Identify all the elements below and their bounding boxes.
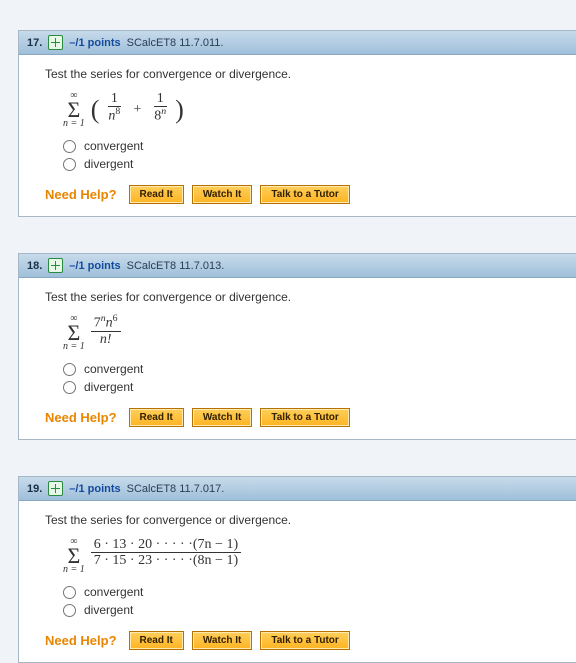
right-paren: ) — [175, 97, 184, 123]
need-help-label: Need Help? — [45, 187, 117, 202]
watch-it-button[interactable]: Watch It — [192, 408, 253, 427]
radio-divergent[interactable] — [63, 158, 76, 171]
talk-tutor-button[interactable]: Talk to a Tutor — [260, 185, 349, 204]
radio-divergent[interactable] — [63, 381, 76, 394]
read-it-button[interactable]: Read It — [129, 631, 184, 650]
question-header: 17. –/1 points SCalcET8 11.7.011. — [19, 31, 576, 55]
question-number: 17. — [27, 37, 42, 49]
need-help-label: Need Help? — [45, 633, 117, 648]
choice-divergent[interactable]: divergent — [45, 380, 560, 394]
watch-it-button[interactable]: Watch It — [192, 185, 253, 204]
sigma-lower: n = 1 — [63, 119, 85, 129]
sigma-icon: Σ — [67, 547, 80, 565]
read-it-button[interactable]: Read It — [129, 185, 184, 204]
sigma-icon: Σ — [67, 324, 80, 342]
points-label: –/1 points — [69, 483, 120, 495]
question-source: SCalcET8 11.7.013. — [127, 260, 225, 272]
watch-it-button[interactable]: Watch It — [192, 631, 253, 650]
talk-tutor-button[interactable]: Talk to a Tutor — [260, 631, 349, 650]
choice-label: divergent — [84, 380, 133, 394]
talk-tutor-button[interactable]: Talk to a Tutor — [260, 408, 349, 427]
question-number: 19. — [27, 483, 42, 495]
question-number: 18. — [27, 260, 42, 272]
choice-label: convergent — [84, 362, 143, 376]
question-18: 18. –/1 points SCalcET8 11.7.013. Test t… — [18, 253, 576, 440]
choice-divergent[interactable]: divergent — [45, 157, 560, 171]
radio-convergent[interactable] — [63, 140, 76, 153]
question-prompt: Test the series for convergence or diver… — [45, 513, 560, 527]
question-header: 18. –/1 points SCalcET8 11.7.013. — [19, 254, 576, 278]
radio-divergent[interactable] — [63, 604, 76, 617]
fraction-1: 1 n8 — [105, 91, 123, 124]
question-source: SCalcET8 11.7.017. — [127, 483, 225, 495]
fraction-2: 1 8n — [151, 91, 169, 124]
points-label: –/1 points — [69, 37, 120, 49]
read-it-button[interactable]: Read It — [129, 408, 184, 427]
question-source: SCalcET8 11.7.011. — [127, 37, 224, 49]
choice-label: divergent — [84, 157, 133, 171]
radio-convergent[interactable] — [63, 586, 76, 599]
choice-label: convergent — [84, 139, 143, 153]
choice-convergent[interactable]: convergent — [45, 139, 560, 153]
sigma-lower: n = 1 — [63, 565, 85, 575]
choice-label: convergent — [84, 585, 143, 599]
left-paren: ( — [91, 97, 100, 123]
radio-convergent[interactable] — [63, 363, 76, 376]
need-help-label: Need Help? — [45, 410, 117, 425]
fraction: 7nn6 n! — [91, 314, 121, 347]
expand-icon[interactable] — [48, 258, 63, 273]
sigma-lower: n = 1 — [63, 342, 85, 352]
series-formula: ∞ Σ n = 1 ( 1 n8 + 1 8n ) — [63, 91, 560, 129]
help-row: Need Help? Read It Watch It Talk to a Tu… — [45, 185, 560, 204]
choice-convergent[interactable]: convergent — [45, 585, 560, 599]
expand-icon[interactable] — [48, 35, 63, 50]
question-header: 19. –/1 points SCalcET8 11.7.017. — [19, 477, 576, 501]
series-formula: ∞ Σ n = 1 6 · 13 · 20 · · · · ·(7n − 1) … — [63, 537, 560, 575]
help-row: Need Help? Read It Watch It Talk to a Tu… — [45, 408, 560, 427]
choice-convergent[interactable]: convergent — [45, 362, 560, 376]
sigma-icon: Σ — [67, 101, 80, 119]
points-label: –/1 points — [69, 260, 120, 272]
choice-divergent[interactable]: divergent — [45, 603, 560, 617]
fraction: 6 · 13 · 20 · · · · ·(7n − 1) 7 · 15 · 2… — [91, 537, 241, 569]
help-row: Need Help? Read It Watch It Talk to a Tu… — [45, 631, 560, 650]
expand-icon[interactable] — [48, 481, 63, 496]
question-prompt: Test the series for convergence or diver… — [45, 290, 560, 304]
choice-label: divergent — [84, 603, 133, 617]
series-formula: ∞ Σ n = 1 7nn6 n! — [63, 314, 560, 352]
plus-sign: + — [129, 102, 145, 118]
question-prompt: Test the series for convergence or diver… — [45, 67, 560, 81]
question-17: 17. –/1 points SCalcET8 11.7.011. Test t… — [18, 30, 576, 217]
